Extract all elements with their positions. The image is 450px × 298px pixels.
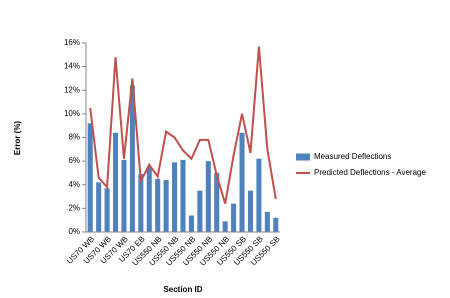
y-tick-label: 6% (68, 156, 80, 165)
bar (155, 178, 161, 232)
bar (87, 123, 93, 232)
y-tick-label: 4% (68, 180, 80, 189)
y-tick-label: 16% (64, 38, 80, 47)
bar (129, 85, 135, 233)
line (89, 46, 277, 204)
legend-label: Measured Deflections (314, 152, 391, 161)
legend-swatch (296, 153, 310, 161)
y-tick-label: 0% (68, 227, 80, 236)
bar (247, 190, 254, 232)
y-tick-label: 8% (68, 133, 80, 142)
bar (205, 161, 211, 232)
bar (104, 188, 110, 232)
bar (273, 217, 279, 232)
y-tick-label: 10% (64, 109, 80, 118)
bar (256, 158, 262, 232)
bar (112, 132, 119, 232)
bar (231, 203, 237, 232)
bar (180, 159, 186, 232)
bar (163, 180, 169, 232)
bar (222, 221, 228, 232)
bar (146, 167, 152, 232)
bar (138, 174, 144, 232)
bar (239, 132, 245, 232)
y-tick-label: 12% (64, 85, 80, 94)
bar (121, 159, 127, 232)
bar (264, 211, 270, 232)
bar (214, 172, 220, 232)
y-tick-label: 14% (64, 62, 80, 71)
y-tick-label: 2% (68, 203, 80, 212)
y-axis-title: Error (%) (13, 121, 22, 156)
x-axis-title: Section ID (163, 285, 202, 294)
bar (96, 182, 102, 232)
bar (197, 190, 203, 232)
bar (172, 162, 178, 232)
legend-label: Predicted Deflections - Average (314, 168, 426, 177)
bar (188, 215, 194, 232)
